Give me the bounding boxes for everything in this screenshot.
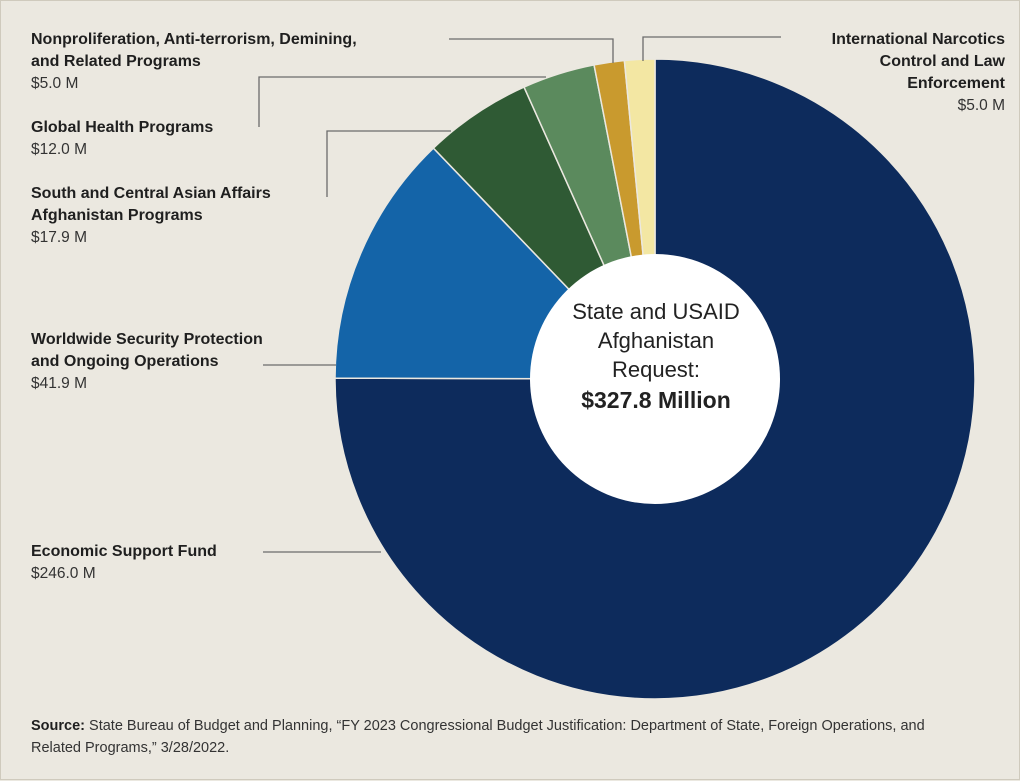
donut-center-label: State and USAID Afghanistan Request: $32…	[531, 297, 781, 415]
label-worldwide-security: Worldwide Security Protection and Ongoin…	[31, 329, 263, 395]
leader-line-narcotics	[642, 36, 781, 61]
center-total: $327.8 Million	[581, 387, 731, 413]
label-nonproliferation-value: $5.0 M	[31, 75, 79, 92]
leader-line-global-health	[258, 76, 546, 127]
label-nonproliferation: Nonproliferation, Anti-terrorism, Demini…	[31, 29, 357, 95]
label-nonproliferation-name: Nonproliferation, Anti-terrorism, Demini…	[31, 31, 357, 70]
label-economic-support-name: Economic Support Fund	[31, 543, 217, 560]
source-text: State Bureau of Budget and Planning, “FY…	[31, 718, 925, 756]
label-south-central-asian-value: $17.9 M	[31, 229, 88, 246]
center-line-2: Afghanistan	[597, 328, 715, 353]
label-global-health-value: $12.0 M	[31, 141, 88, 158]
source-note: Source: State Bureau of Budget and Plann…	[31, 715, 931, 759]
label-narcotics: International Narcotics Control and Law …	[765, 29, 1005, 117]
donut-hole	[530, 254, 780, 504]
source-prefix: Source:	[31, 718, 85, 734]
label-south-central-asian: South and Central Asian Affairs Afghanis…	[31, 183, 271, 249]
label-south-central-asian-name: South and Central Asian Affairs Afghanis…	[31, 185, 271, 224]
leader-line-nonproliferation	[449, 38, 614, 63]
label-economic-support: Economic Support Fund $246.0 M	[31, 541, 217, 585]
slice-economic-support	[334, 58, 976, 700]
center-line-1: State and USAID	[572, 299, 740, 324]
label-global-health: Global Health Programs $12.0 M	[31, 117, 213, 161]
label-worldwide-security-name: Worldwide Security Protection and Ongoin…	[31, 331, 263, 370]
label-worldwide-security-value: $41.9 M	[31, 375, 88, 392]
label-global-health-name: Global Health Programs	[31, 119, 214, 136]
label-narcotics-name: International Narcotics Control and Law …	[831, 31, 1005, 92]
center-line-3: Request:	[611, 357, 701, 382]
leader-line-south-central-asian	[326, 130, 451, 197]
label-narcotics-value: $5.0 M	[957, 97, 1005, 114]
label-economic-support-value: $246.0 M	[31, 565, 96, 582]
